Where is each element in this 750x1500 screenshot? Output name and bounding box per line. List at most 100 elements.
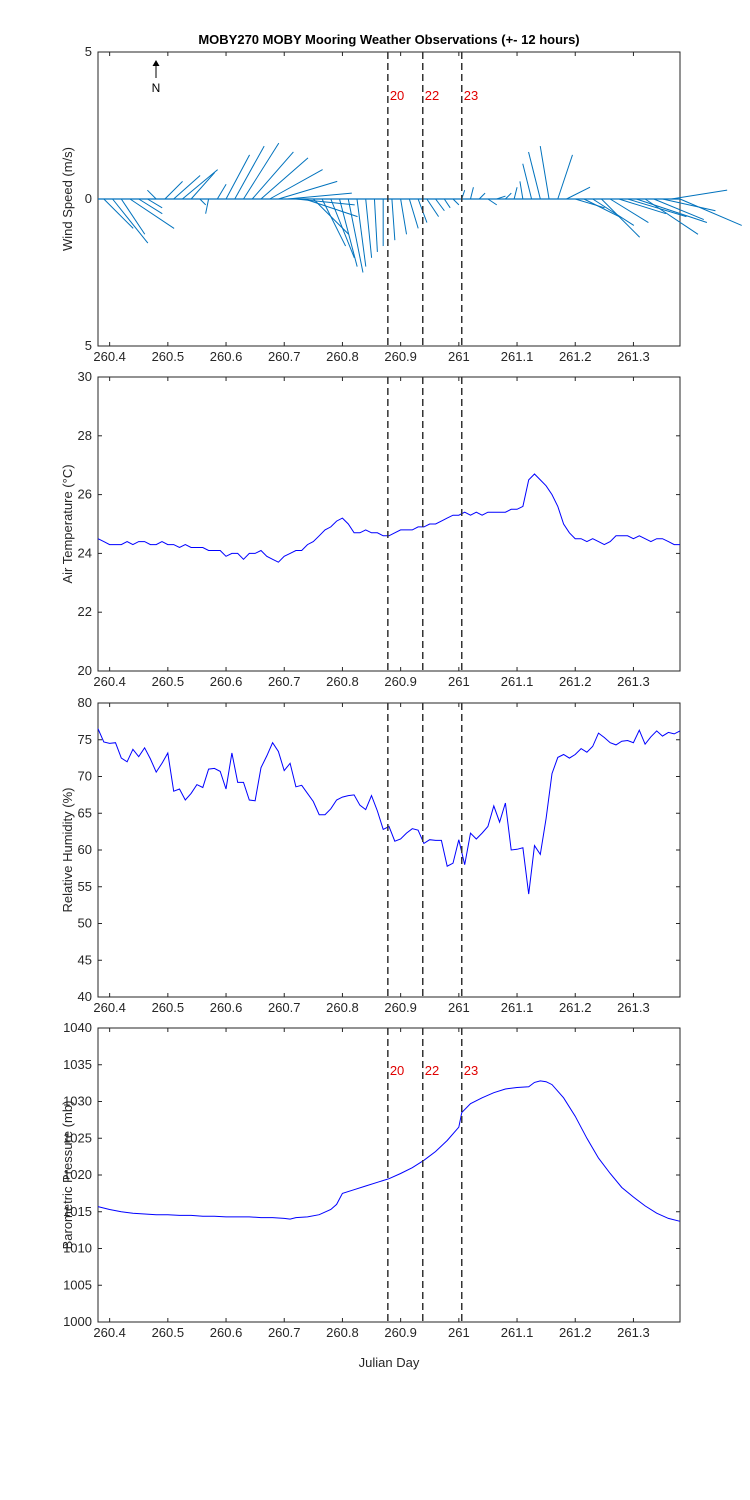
y-tick-label: 28 — [78, 428, 92, 443]
x-tick-label: 261 — [448, 1325, 470, 1340]
wind-stick — [182, 169, 218, 200]
wind-stick — [505, 192, 512, 200]
y-axis-label: Relative Humidity (%) — [60, 788, 75, 913]
wind-stick — [103, 198, 134, 229]
x-tick-label: 260.5 — [152, 1325, 185, 1340]
wind-stick — [557, 154, 573, 200]
wind-stick — [528, 151, 541, 200]
wind-stick — [566, 186, 591, 200]
y-tick-label: 1005 — [63, 1277, 92, 1292]
x-tick-label: 261.2 — [559, 349, 592, 364]
x-tick-label: 261.1 — [501, 349, 534, 364]
y-tick-label: 0 — [85, 191, 92, 206]
y-tick-label: 45 — [78, 952, 92, 967]
y-tick-label: 1000 — [63, 1314, 92, 1329]
wind-stick — [662, 198, 716, 212]
x-tick-label: 260.6 — [210, 674, 243, 689]
x-tick-label: 260.4 — [93, 1000, 126, 1015]
wind-stick — [373, 198, 378, 252]
wind-stick — [496, 195, 506, 200]
x-tick-label: 260.7 — [268, 1000, 301, 1015]
wind-stick — [519, 181, 524, 200]
wind-stick — [304, 198, 358, 218]
figure-title: MOBY270 MOBY Mooring Weather Observation… — [198, 32, 579, 47]
wind-stick — [618, 198, 667, 215]
wind-stick — [216, 184, 227, 200]
marker-label: 20 — [390, 88, 404, 103]
x-tick-label: 260.8 — [326, 1325, 359, 1340]
wind-stick — [234, 145, 265, 200]
wind-stick — [190, 172, 216, 200]
x-tick-label: 260.4 — [93, 349, 126, 364]
x-tick-label: 260.7 — [268, 1325, 301, 1340]
wind-stick — [330, 198, 355, 258]
panels-group: 260.4 260.5 260.6 260.7 260.8 260.9 261 261.1 26… — [60, 44, 742, 1340]
series-line-relative_humidity — [97, 728, 681, 895]
y-tick-label: 1030 — [63, 1094, 92, 1109]
wind-stick — [199, 198, 207, 206]
wind-stick — [469, 187, 474, 200]
y-tick-label: 40 — [78, 989, 92, 1004]
panel-air_temperature: 260.4 260.5 260.6 260.7 260.8 260.9 261 261.1 26… — [60, 369, 681, 689]
x-tick-label: 260.5 — [152, 674, 185, 689]
x-tick-label: 260.8 — [326, 674, 359, 689]
wind-stick — [539, 145, 550, 200]
x-tick-label: 261 — [448, 349, 470, 364]
wind-stick — [478, 192, 486, 200]
x-tick-label: 260.7 — [268, 349, 301, 364]
series-line-air_temperature — [97, 473, 680, 563]
wind-stick — [164, 181, 183, 200]
wind-stick — [129, 198, 175, 229]
wind-stick — [679, 198, 742, 226]
wind-stick — [356, 198, 367, 267]
wind-stick — [205, 198, 210, 214]
x-tick-label: 260.6 — [210, 1325, 243, 1340]
x-tick-label: 260.9 — [384, 349, 417, 364]
y-tick-label: 1040 — [63, 1020, 92, 1035]
x-tick-label: 260.9 — [384, 1325, 417, 1340]
wind-stick — [426, 198, 440, 217]
wind-stick — [627, 198, 687, 218]
marker-label: 22 — [425, 1063, 439, 1078]
y-tick-label: 20 — [78, 663, 92, 678]
x-tick-label: 260.5 — [152, 1000, 185, 1015]
wind-stick — [287, 192, 352, 200]
wind-stick — [435, 198, 445, 212]
x-tick-label: 261.3 — [617, 349, 650, 364]
wind-stick — [147, 198, 163, 209]
wind-stick — [443, 198, 451, 209]
axes-box — [97, 702, 681, 998]
x-tick-label: 261.1 — [501, 1325, 534, 1340]
marker-label: 23 — [464, 1063, 478, 1078]
wind-stick — [138, 198, 163, 215]
x-tick-label: 261.1 — [501, 674, 534, 689]
wind-stick — [609, 198, 649, 223]
x-tick-label: 260.8 — [326, 1000, 359, 1015]
y-tick-label: 1025 — [63, 1130, 92, 1145]
y-tick-label: 70 — [78, 769, 92, 784]
x-tick-label: 260.6 — [210, 349, 243, 364]
wind-stick — [120, 198, 146, 235]
north-arrowhead-icon — [152, 60, 160, 66]
wind-stick — [653, 198, 704, 221]
y-tick-label: 5 — [85, 338, 92, 353]
wind-stick — [321, 198, 347, 247]
wind-stick — [592, 198, 635, 226]
wind-stick — [347, 198, 364, 273]
wind-stick — [295, 198, 355, 206]
wind-stick — [452, 198, 460, 206]
y-tick-label: 22 — [78, 604, 92, 619]
x-tick-label: 260.8 — [326, 349, 359, 364]
marker-label: 22 — [425, 88, 439, 103]
x-tick-label: 260.6 — [210, 1000, 243, 1015]
wind-stick — [269, 169, 323, 200]
wind-stick — [636, 198, 708, 223]
wind-stick — [671, 189, 728, 200]
x-tick-label: 261 — [448, 1000, 470, 1015]
y-tick-label: 5 — [85, 44, 92, 59]
wind-stick — [278, 180, 338, 200]
x-tick-label: 260.4 — [93, 1325, 126, 1340]
y-tick-label: 1020 — [63, 1167, 92, 1182]
panel-wind: 260.4 260.5 260.6 260.7 260.8 260.9 261 261.1 26… — [60, 44, 742, 364]
